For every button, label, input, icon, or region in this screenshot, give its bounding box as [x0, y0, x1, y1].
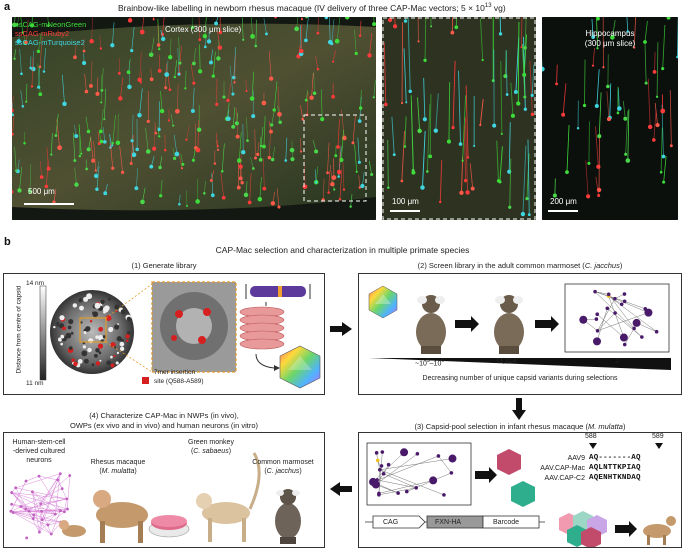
arrow-step3-to-step4 — [330, 482, 352, 496]
seq-row-3: AQENHTKNDAQ — [589, 474, 641, 482]
legend-mneongreen: ssCAG-mNeonGreen — [15, 20, 87, 29]
construct-cag: CAG — [383, 519, 399, 526]
scale-bar-right — [548, 210, 578, 212]
seq-row-2: AQLNTTKPIAQ — [589, 464, 641, 472]
step4-box: (4) Characterize CAP-Mac in NWPs (in viv… — [3, 411, 325, 548]
common-marmoset-icon — [275, 489, 301, 544]
count-1: ~105–106 — [415, 358, 445, 368]
cap-c2-capsid-icon — [511, 481, 535, 507]
cortex-micrograph: ssCAG-mNeonGreen ssCAG-mRuby2 ssCAG-mTur… — [12, 17, 376, 220]
position-588: 588 — [585, 433, 597, 440]
step1-title: (1) Generate library — [131, 261, 197, 270]
step1-illustration — [39, 281, 321, 389]
legend-mturquoise2: ssCAG-mTurquoise2 — [15, 38, 85, 47]
seq-row-name-1: AAV9 — [567, 455, 585, 462]
capsid-pool-icon — [559, 511, 607, 547]
axis-bottom-label: 11 nm — [26, 380, 44, 387]
step4-illustration — [9, 452, 301, 544]
construct-fxn-ha: FXN-HA — [435, 519, 462, 526]
marmoset-label-2: (C. jacchus) — [264, 468, 302, 475]
infant-rhesus-icon — [643, 516, 676, 545]
count-2: 33,314 — [495, 358, 517, 365]
scale-label-right: 200 μm — [550, 197, 577, 206]
capsid-library-icon — [279, 345, 321, 389]
panel-b-title: CAP-Mac selection and characterization i… — [215, 245, 470, 255]
green-monkey-label-2: (C. sabaeus) — [190, 448, 232, 455]
arrow-step2-to-step3 — [512, 398, 526, 420]
hippocampus-label-2: (300 μm slice) — [584, 39, 636, 48]
step3-title: (3) Capsid-pool selection in infant rhes… — [414, 422, 626, 431]
hippocampus-image — [542, 17, 678, 220]
rhesus-label-1: Rhesus macaque — [90, 459, 146, 466]
capsid-zoom-box — [79, 317, 107, 343]
insertion-site-marker — [142, 377, 149, 384]
cap-mac-capsid-icon — [497, 449, 521, 475]
seq-row-1: AQ-------AQ — [589, 454, 641, 462]
step4-title-2: OWPs (ex vivo and in vivo) and human neu… — [70, 421, 258, 430]
step3-box: (3) Capsid-pool selection in infant rhes… — [358, 422, 682, 548]
hippocampus-micrograph: Hippocampus (300 μm slice) 200 μm — [542, 17, 678, 220]
library-plates — [239, 306, 285, 350]
decreasing-variants-bar — [369, 358, 671, 370]
step2-title: (2) Screen library in the adult common m… — [417, 261, 623, 270]
count-3: 2 — [615, 358, 619, 365]
cortex-label: Cortex (300 μm slice) — [165, 25, 242, 34]
legend-mruby2: ssCAG-mRuby2 — [15, 29, 70, 38]
marmoset-label-1: Common marmoset — [252, 459, 314, 466]
neurons-label-3: neurons — [26, 457, 52, 464]
axis-top-label: 14 nm — [26, 280, 45, 287]
scale-label-mid: 100 μm — [392, 197, 419, 206]
cortex-zoom-micrograph: 100 μm — [382, 17, 536, 220]
bar-caption: Decreasing number of unique capsid varia… — [422, 375, 618, 382]
panel-a-title: Brainbow-like labelling in newborn rhesu… — [118, 3, 506, 13]
construct-barcode: Barcode — [493, 519, 520, 526]
rhesus-macaque-icon — [59, 490, 148, 543]
petri-dish-icon — [148, 515, 190, 538]
step1-box: (1) Generate library — [3, 261, 325, 395]
axis-label: Distance from centre of capsid — [15, 285, 23, 374]
neurons-label-1: Human-stem-cell — [12, 439, 66, 446]
insertion-label-1: 7mer insertion — [154, 369, 196, 376]
green-monkey-label-1: Green monkey — [188, 439, 234, 446]
insertion-label-2: site (Q588-A589) — [154, 378, 204, 385]
panel-letter-a: a — [4, 1, 11, 13]
position-589: 589 — [652, 433, 664, 440]
step2-box: (2) Screen library in the adult common m… — [358, 261, 682, 395]
hippocampus-label: Hippocampus — [585, 29, 635, 38]
arrow-step1-to-step2 — [330, 322, 352, 336]
marmoset-icon-2 — [494, 295, 524, 354]
scale-label-left: 500 μm — [28, 187, 55, 196]
cortex-zoom-image — [382, 17, 536, 220]
scale-bar-left — [24, 203, 74, 205]
step3-illustration — [365, 442, 676, 547]
capsid-structure — [50, 290, 134, 374]
construct-diagram — [365, 515, 545, 529]
step2-illustration — [368, 283, 671, 370]
green-monkey-icon — [196, 452, 261, 542]
zoom-region-box — [303, 114, 367, 202]
seq-row-name-2: AAV.CAP-Mac — [540, 465, 585, 472]
cap-label: cap — [268, 273, 280, 280]
library-capsid-icon — [368, 285, 398, 319]
step4-title-1: (4) Characterize CAP-Mac in NWPs (in viv… — [89, 411, 239, 420]
scale-bar-mid — [390, 210, 420, 212]
marmoset-icon-1 — [416, 295, 446, 354]
rhesus-label-2: (M. mulatta) — [99, 468, 137, 475]
seq-row-name-3: AAV.CAP-C2 — [544, 475, 585, 482]
cortex-image — [12, 17, 376, 220]
panel-letter-b: b — [4, 236, 11, 248]
neurons-label-2: -derived cultured — [12, 448, 66, 455]
distance-colorbar — [39, 285, 47, 381]
